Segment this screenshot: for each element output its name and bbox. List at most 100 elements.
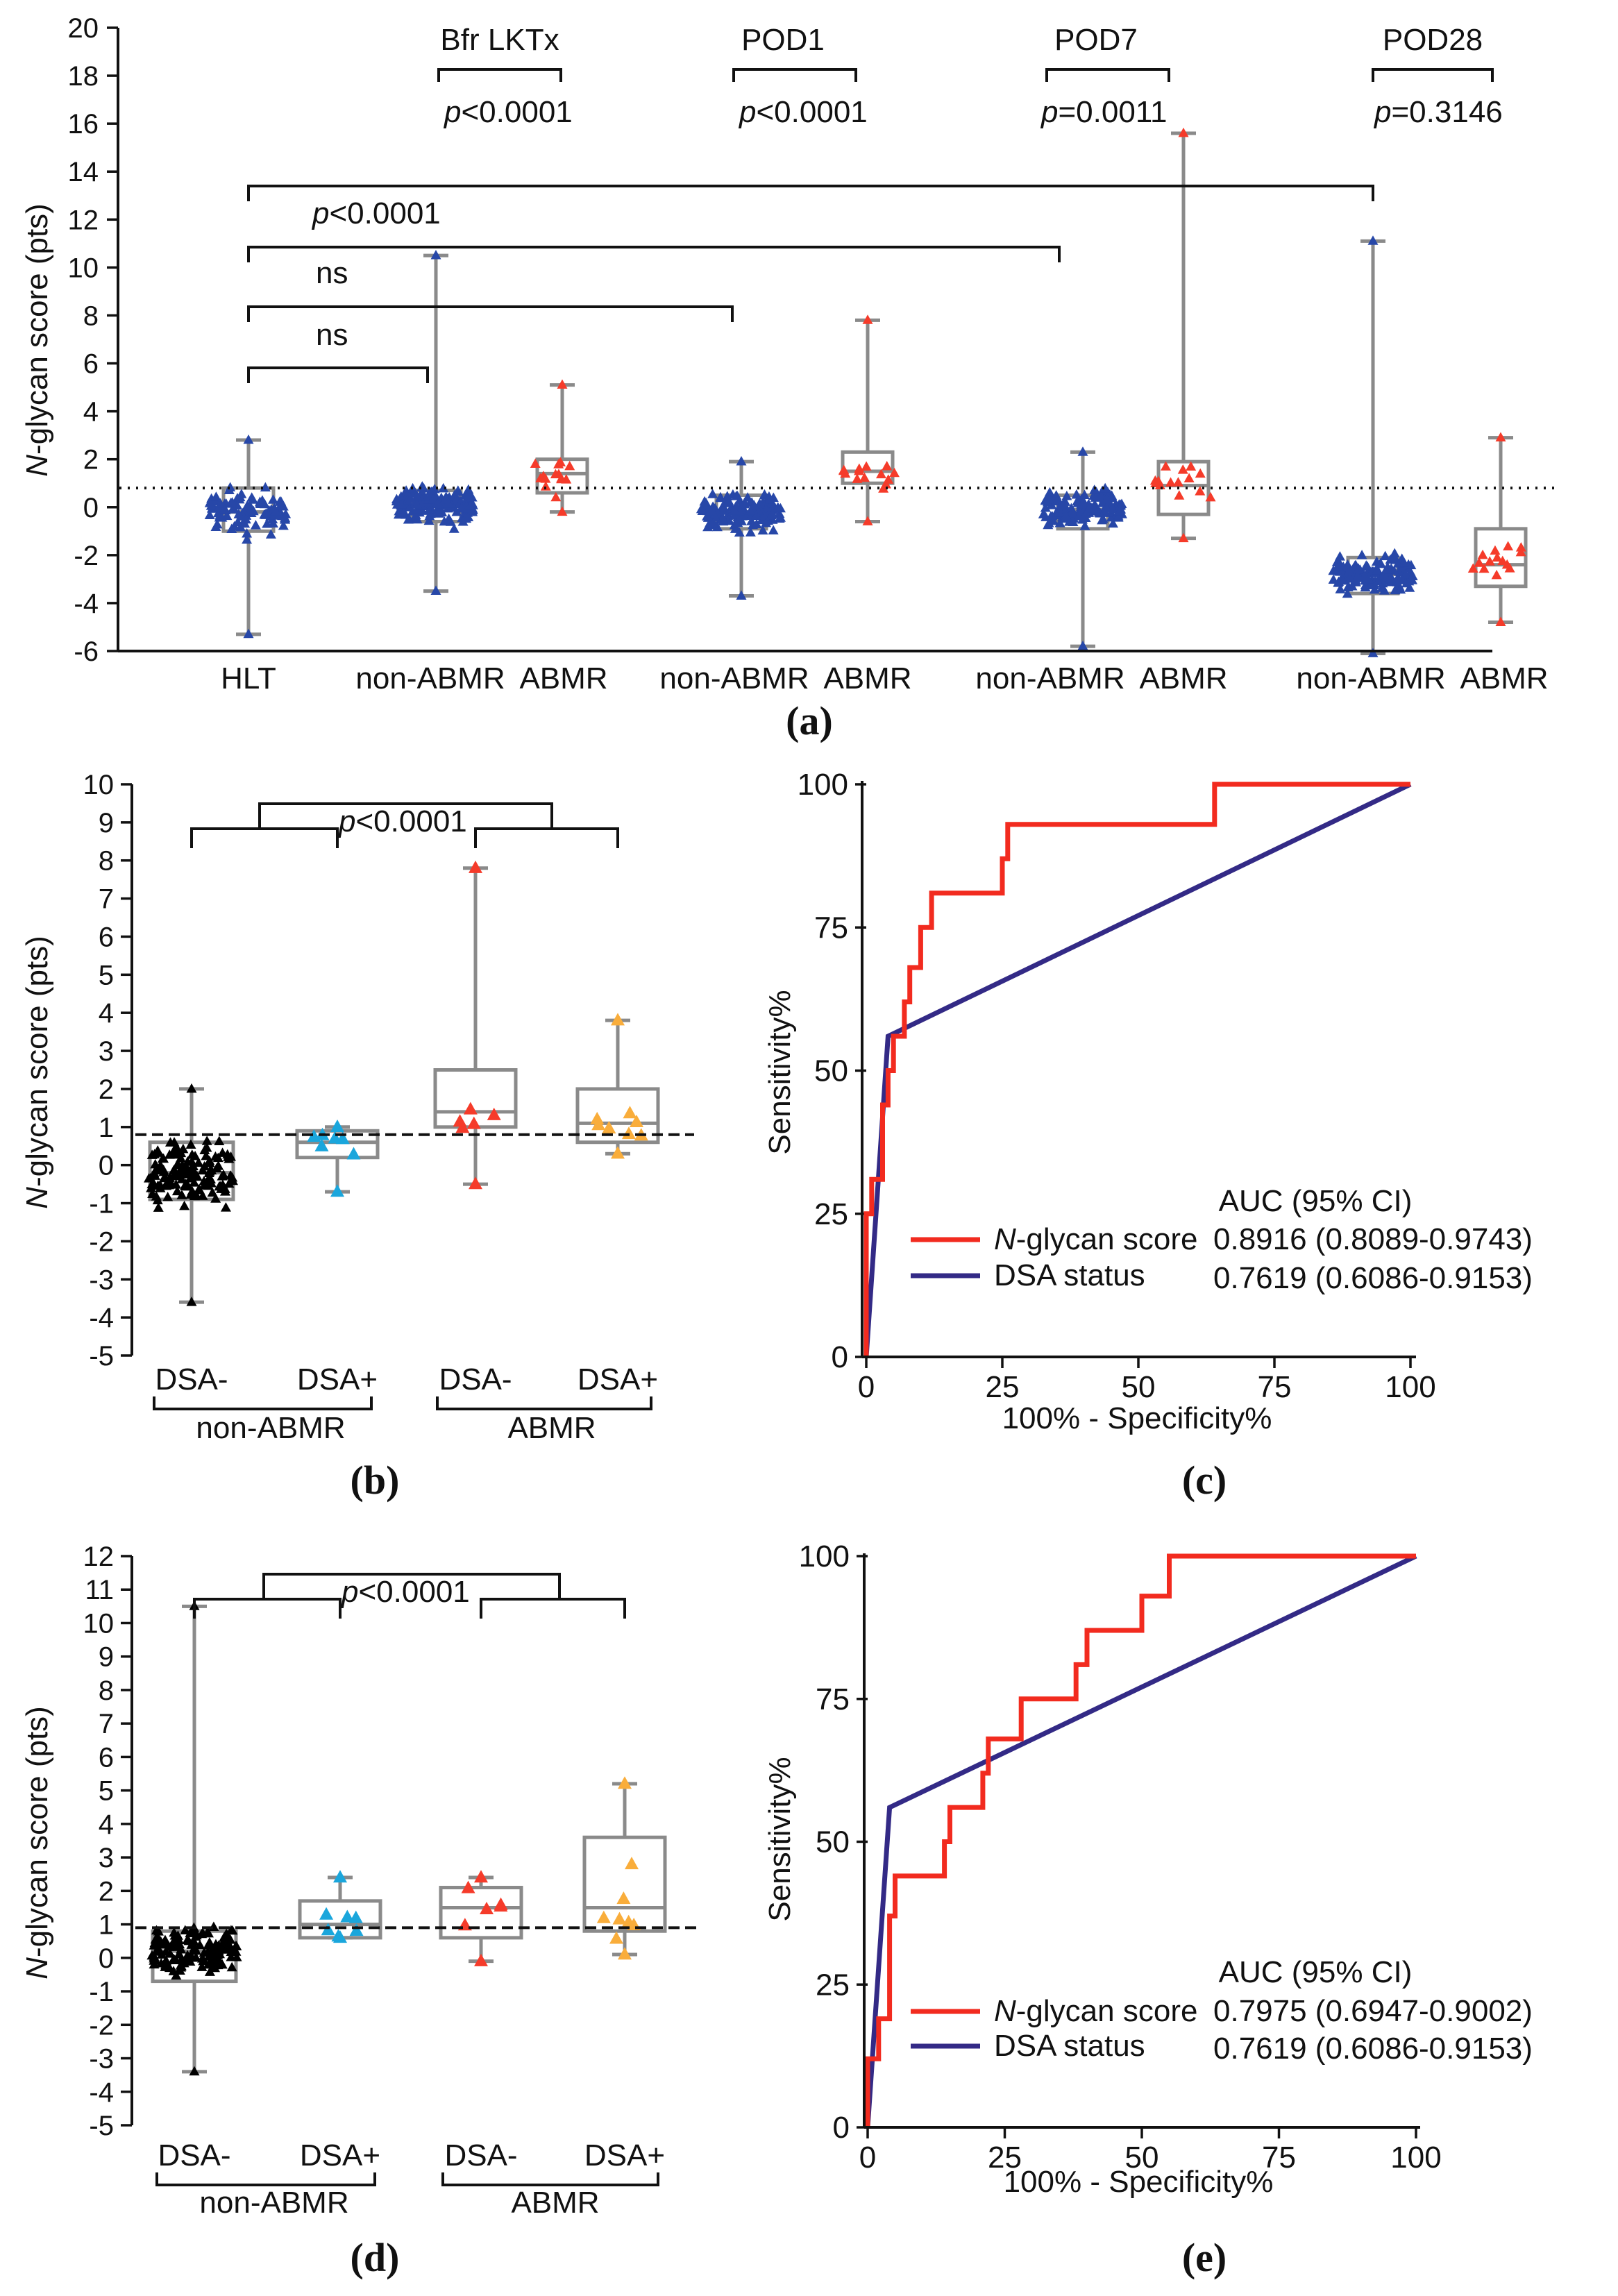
d-group3-point	[621, 1914, 636, 1927]
b-group3-point	[623, 1106, 637, 1119]
roc-curve-dsa	[863, 782, 1412, 1358]
group-label-abmr: ABMR	[511, 2186, 599, 2220]
y-tick-label: 20	[68, 13, 99, 44]
bracket-nonabmr-b	[190, 827, 339, 848]
group-label-hlt: HLT	[221, 661, 276, 695]
b-group0-point	[164, 1172, 175, 1182]
group-label-abmr: ABMR	[519, 661, 607, 695]
b-group0-point	[224, 1178, 235, 1188]
group-a8-point	[1490, 545, 1501, 555]
roc-curve-nglycan	[863, 782, 1410, 1357]
group-a5-point	[1101, 493, 1112, 503]
b-group0-point	[201, 1136, 212, 1145]
b-group2-point	[469, 1176, 482, 1190]
b-group0-point	[189, 1150, 201, 1160]
bracket-nonabmr-d	[193, 1598, 342, 1619]
b-group1-point	[346, 1147, 361, 1160]
group-a4-point	[839, 464, 850, 474]
group-bracket-nonabmr-d	[155, 2172, 376, 2186]
group-a1-point	[410, 509, 421, 520]
y-tick-label: 25	[814, 1197, 848, 1231]
y-axis-label-e: Sensitivity%	[763, 1757, 797, 1921]
b-group0-point	[186, 1083, 197, 1093]
group-label-abmr: ABMR	[823, 661, 911, 695]
b-group0-point	[197, 1165, 208, 1175]
group-a3-point	[736, 456, 747, 466]
group-a5-point	[1079, 521, 1090, 530]
y-tick-label: 4	[83, 397, 99, 428]
p-value-label: p<0.0001	[738, 95, 868, 129]
group-a3-point	[768, 525, 779, 535]
d-group0-point	[176, 1943, 187, 1954]
group-a0-point	[242, 534, 253, 544]
group-a0-point	[243, 434, 254, 444]
b-group0-point	[220, 1202, 231, 1212]
group-a7-point	[1352, 571, 1363, 580]
p-value-label: p<0.0001	[311, 196, 441, 230]
group-a5-point	[1077, 640, 1088, 650]
d-group0-point	[212, 1959, 224, 1970]
p-value-label-d: p<0.0001	[340, 1575, 470, 1609]
group-a3-point	[773, 502, 784, 512]
x-tick-label: 75	[1262, 2141, 1296, 2175]
timepoint-bracket-pod28: POD28 p=0.3146	[1372, 23, 1503, 129]
group-a5-point	[1048, 515, 1059, 525]
y-tick-label: 10	[68, 253, 99, 283]
group-a7-point	[1335, 584, 1346, 593]
group-a7-point	[1342, 588, 1353, 598]
auc-title-e: AUC (95% CI)	[1219, 1955, 1413, 1989]
b-group0-point	[218, 1170, 229, 1179]
b-group0-point	[179, 1169, 190, 1179]
group-label-abmr: ABMR	[507, 1411, 596, 1445]
group-a5-point	[1040, 494, 1052, 504]
y-tick-label: 8	[83, 301, 99, 331]
d-group0-point	[153, 1934, 164, 1944]
group-a4-point	[854, 466, 865, 475]
x-tick-label: 50	[1122, 1370, 1156, 1404]
auc-value-dsa-c: 0.7619 (0.6086-0.9153)	[1213, 1261, 1533, 1295]
group-a0-point	[227, 498, 238, 508]
d-group0-point	[171, 1955, 182, 1965]
timepoint-label: Bfr LKTx	[440, 23, 559, 57]
b-group2-point	[487, 1107, 501, 1120]
d-group0-point	[149, 1955, 160, 1965]
y-tick-label: 75	[814, 911, 848, 945]
b-group3-point	[590, 1111, 605, 1124]
b-group2-point	[453, 1114, 467, 1127]
d-group0-point	[189, 2066, 200, 2076]
b-group0-point	[146, 1179, 158, 1189]
d-group0-point	[194, 1939, 205, 1950]
b-group0-point	[180, 1181, 191, 1191]
b-group0-point	[205, 1176, 216, 1186]
group-a3-point	[751, 510, 762, 520]
y-tick-label: 50	[816, 1825, 850, 1859]
group-a4-point	[882, 461, 893, 471]
group-a1-point	[463, 512, 474, 521]
b-group0-point	[210, 1151, 221, 1161]
timepoint-bracket-pod1: POD1 p<0.0001	[732, 23, 868, 129]
y-tick-label: 6	[99, 922, 114, 952]
group-a5-point	[1084, 502, 1095, 512]
group-a4-point	[862, 314, 873, 324]
d-group0-point	[226, 1961, 237, 1972]
y-tick-label: 3	[99, 1036, 114, 1067]
group-a3-point	[748, 500, 759, 509]
group-label-nonabmr: non-ABMR	[1296, 661, 1445, 695]
group-a7-point	[1360, 560, 1372, 570]
group-a1-point	[412, 499, 423, 509]
group-a0-point	[212, 518, 223, 529]
group-a7-point	[1350, 577, 1361, 586]
group-a7-point	[1345, 573, 1356, 583]
group-a0-point	[228, 503, 239, 513]
timepoint-label: POD7	[1054, 23, 1138, 57]
group-a5-point	[1113, 512, 1124, 522]
group-a5-point	[1068, 516, 1079, 527]
group-a0-point	[224, 484, 235, 495]
d-group0-point	[196, 1961, 208, 1971]
d-group3-point	[596, 1910, 611, 1923]
group-a7-point	[1399, 557, 1410, 567]
x-tick-label: 25	[986, 1370, 1020, 1404]
y-tick-label: 10	[83, 1608, 115, 1639]
group-a3-point	[723, 509, 734, 519]
d-group0-point	[167, 1938, 178, 1948]
